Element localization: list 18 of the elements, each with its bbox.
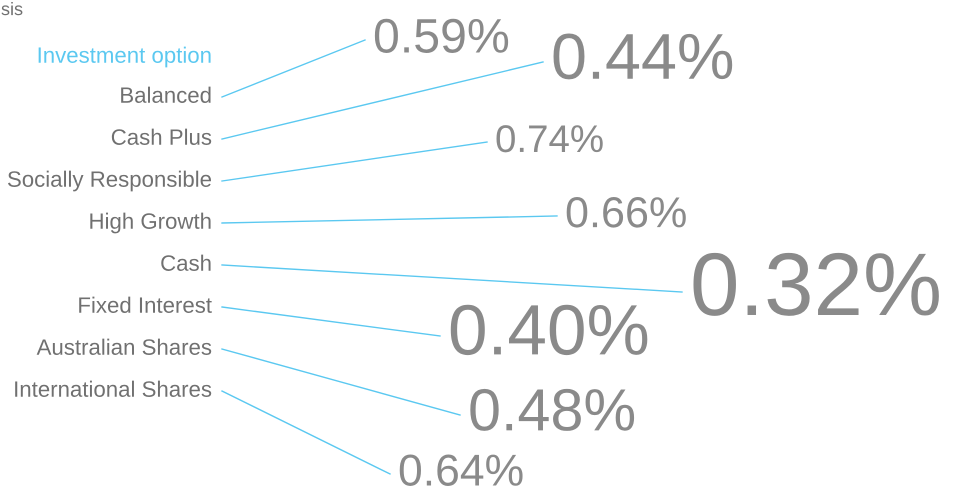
- data-label: 0.32%: [693, 252, 939, 316]
- text: Investment option: [38, 46, 211, 68]
- category-label: Balanced: [121, 86, 211, 103]
- data-label: 0.64%: [400, 454, 523, 486]
- category-label: International Shares: [15, 380, 212, 397]
- data-label: 0.66%: [566, 197, 686, 228]
- data-label: 0.44%: [554, 34, 732, 80]
- category-label: Socially Responsible: [8, 170, 212, 192]
- data-label: 0.74%: [496, 125, 603, 152]
- category-label: Fixed Interest: [79, 296, 212, 313]
- text: sis: [2, 2, 22, 16]
- data-label: 0.48%: [470, 388, 634, 431]
- category-label: Cash Plus: [112, 128, 212, 145]
- data-label: 0.59%: [374, 18, 508, 53]
- category-label: Cash: [161, 254, 211, 271]
- data-label: 0.40%: [450, 304, 648, 356]
- category-label: High Growth: [90, 212, 211, 234]
- category-label: Australian Shares: [36, 338, 212, 355]
